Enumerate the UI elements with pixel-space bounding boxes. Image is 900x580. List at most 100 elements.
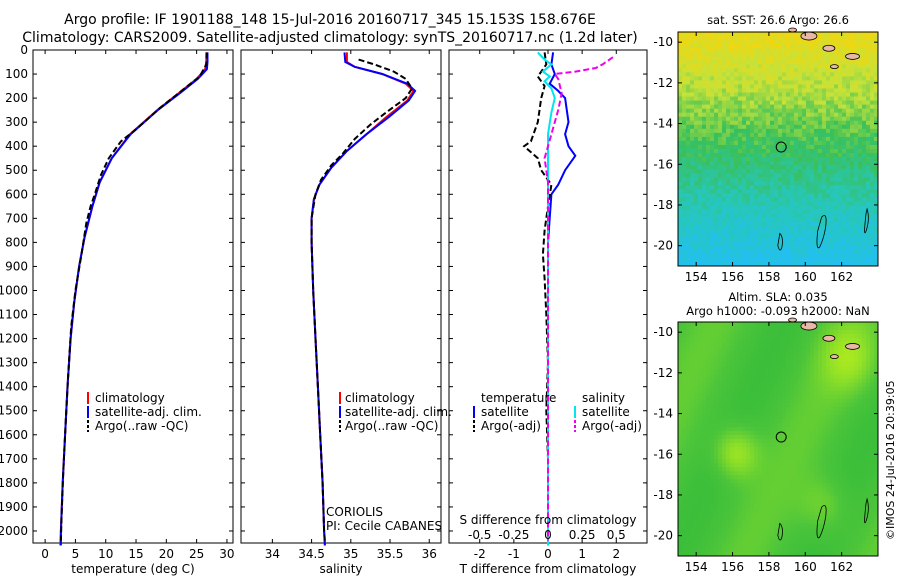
- map-cell: [694, 136, 699, 142]
- map-cell: [786, 386, 791, 391]
- map-cell: [734, 124, 739, 130]
- map-cell: [758, 165, 763, 170]
- map-cell: [822, 128, 827, 134]
- map-cell: [834, 173, 839, 178]
- map-cell: [710, 157, 715, 162]
- map-cell: [810, 237, 815, 243]
- map-cell: [682, 362, 687, 367]
- map-cell: [786, 402, 791, 408]
- map-cell: [690, 201, 695, 206]
- map-cell: [682, 205, 687, 210]
- map-cell: [810, 459, 815, 464]
- map-cell: [762, 108, 767, 114]
- island-shape: [800, 31, 818, 41]
- map-cell: [710, 390, 715, 396]
- map-cell: [766, 410, 771, 416]
- map-cell: [750, 426, 755, 432]
- map-cell: [718, 386, 723, 391]
- map-cell: [826, 358, 831, 363]
- map-cell: [786, 398, 791, 404]
- map-cell: [750, 430, 755, 436]
- map-cell: [750, 112, 755, 118]
- map-cell: [734, 459, 739, 464]
- map-cell: [758, 225, 763, 231]
- map-cell: [790, 330, 795, 335]
- map-cell: [818, 161, 823, 166]
- map-cell: [778, 354, 783, 359]
- map-cell: [690, 358, 695, 363]
- map-cell: [794, 149, 799, 154]
- map-cell: [766, 112, 771, 118]
- map-cell: [722, 362, 727, 367]
- map-cell: [862, 459, 867, 464]
- map-cell: [870, 96, 875, 101]
- map-cell: [742, 362, 747, 367]
- map-cell: [710, 249, 715, 255]
- map-cell: [774, 181, 779, 186]
- map-cell: [842, 249, 847, 255]
- map-cell: [782, 257, 787, 263]
- map-cell: [794, 418, 799, 424]
- map-cell: [862, 128, 867, 134]
- map-cell: [710, 140, 715, 146]
- map-cell: [714, 120, 719, 126]
- map-cell: [726, 44, 731, 49]
- map-cell: [802, 354, 807, 359]
- map-cell: [738, 213, 743, 218]
- map-cell: [826, 189, 831, 194]
- map-cell: [742, 120, 747, 126]
- map-cell: [770, 56, 775, 61]
- map-cell: [682, 100, 687, 106]
- map-cell: [854, 120, 859, 126]
- map-cell: [870, 390, 875, 396]
- map-cell: [786, 253, 791, 259]
- map-cell: [746, 32, 751, 37]
- map-cell: [786, 322, 791, 327]
- map-cell: [774, 221, 779, 227]
- map-cell: [710, 354, 715, 359]
- map-cell: [698, 165, 703, 170]
- map-cell: [830, 88, 835, 93]
- map-cell: [750, 322, 755, 327]
- map-cell: [766, 447, 771, 452]
- map-cell: [738, 205, 743, 210]
- map-cell: [754, 72, 759, 77]
- map-cell: [710, 350, 715, 355]
- map-cell: [862, 374, 867, 379]
- map-cell: [746, 334, 751, 339]
- map-cell: [854, 213, 859, 218]
- map-cell: [730, 225, 735, 231]
- map-cell: [682, 165, 687, 170]
- map-cell: [714, 410, 719, 416]
- map-cell: [806, 144, 811, 150]
- map-cell: [714, 366, 719, 371]
- map-cell: [802, 124, 807, 130]
- map-cell: [766, 116, 771, 122]
- map-cell: [826, 120, 831, 126]
- map-cell: [826, 225, 831, 231]
- map-cell: [798, 394, 803, 400]
- map-cell: [726, 362, 731, 367]
- map-cell: [706, 358, 711, 363]
- map-cell: [814, 140, 819, 146]
- map-cell: [746, 463, 751, 468]
- map-cell: [794, 132, 799, 138]
- map-cell: [722, 96, 727, 101]
- map-cell: [722, 422, 727, 428]
- map-cell: [854, 249, 859, 255]
- x-tick: 15: [128, 547, 143, 561]
- salinity-x-ticks: 34 34.5 35 35.5 36: [265, 547, 437, 561]
- map-cell: [710, 241, 715, 247]
- map-cell: [854, 245, 859, 251]
- top-tick: -0.25: [498, 528, 529, 542]
- map-cell: [854, 177, 859, 182]
- map-cell: [846, 124, 851, 130]
- map-cell: [802, 455, 807, 460]
- map-cell: [766, 422, 771, 428]
- map-cell: [862, 136, 867, 142]
- map-cell: [698, 386, 703, 391]
- map-cell: [690, 124, 695, 130]
- map-cell: [838, 334, 843, 339]
- map-cell: [722, 92, 727, 97]
- map-cell: [870, 378, 875, 383]
